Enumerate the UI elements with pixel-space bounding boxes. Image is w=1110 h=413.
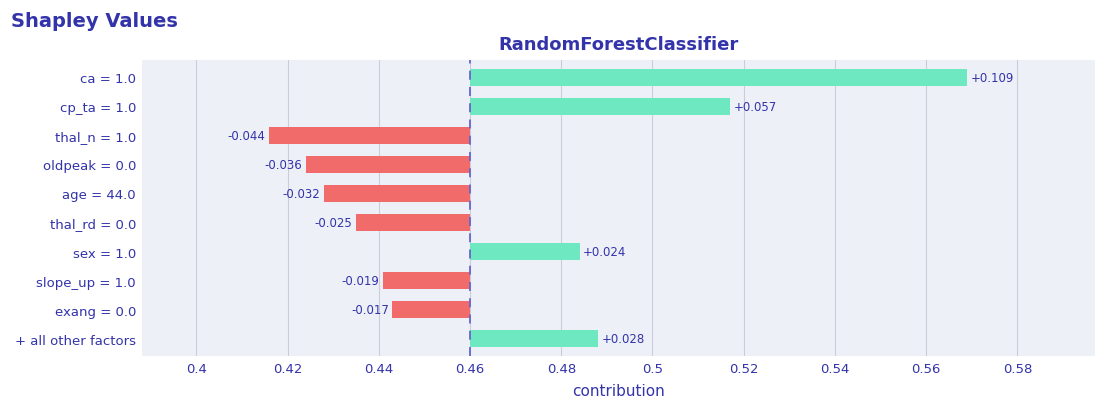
Text: -0.025: -0.025 — [314, 216, 352, 230]
Text: +0.028: +0.028 — [602, 332, 645, 345]
Bar — [356, 214, 470, 232]
Text: -0.044: -0.044 — [228, 130, 265, 142]
Text: -0.036: -0.036 — [264, 159, 302, 171]
Bar — [470, 243, 579, 261]
Text: -0.032: -0.032 — [283, 188, 321, 200]
Text: +0.024: +0.024 — [583, 245, 626, 259]
Text: Shapley Values: Shapley Values — [11, 12, 178, 31]
X-axis label: contribution: contribution — [572, 383, 665, 398]
Text: -0.019: -0.019 — [342, 274, 380, 287]
Bar — [470, 330, 598, 348]
Text: +0.109: +0.109 — [971, 71, 1015, 85]
Bar — [393, 301, 470, 318]
Bar — [470, 69, 967, 87]
Text: -0.017: -0.017 — [351, 304, 388, 316]
Bar — [383, 272, 470, 290]
Bar — [324, 185, 470, 203]
Title: RandomForestClassifier: RandomForestClassifier — [498, 36, 738, 54]
Bar — [470, 98, 730, 116]
Bar — [305, 156, 470, 174]
Text: +0.057: +0.057 — [734, 100, 777, 114]
Bar — [270, 127, 470, 145]
